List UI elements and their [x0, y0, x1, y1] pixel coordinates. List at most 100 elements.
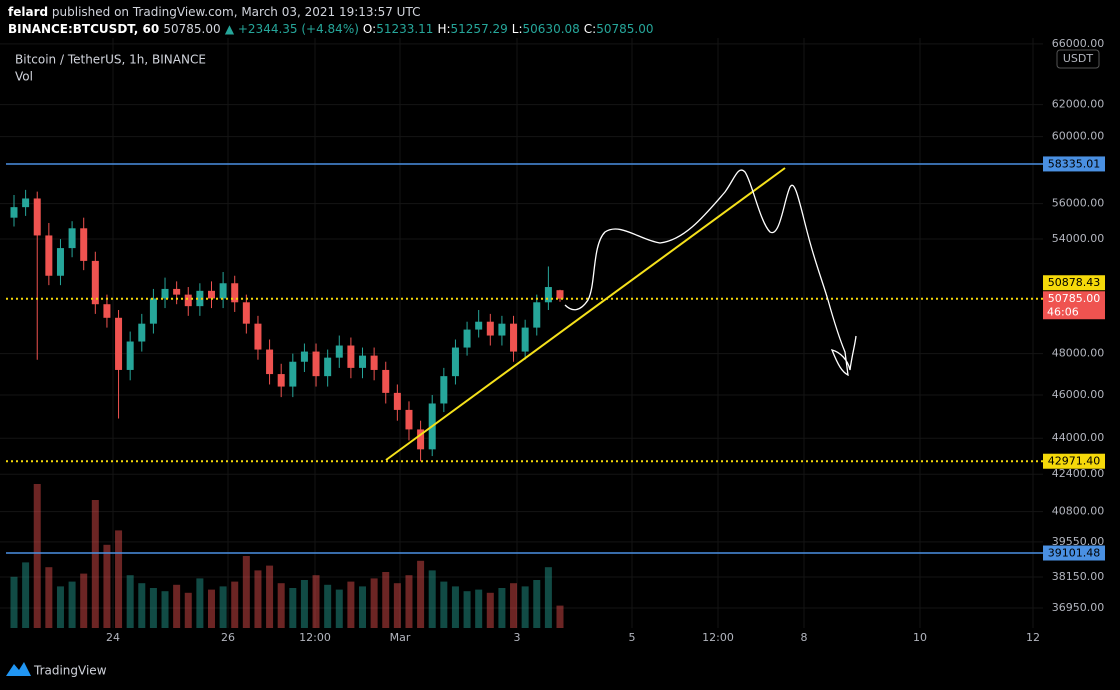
volume-bar [242, 556, 250, 628]
candle-body [138, 323, 146, 342]
y-tick-label: 54000.00 [1052, 232, 1105, 245]
volume-bar [184, 592, 192, 628]
candle-body [544, 287, 552, 303]
candle-body [347, 345, 355, 368]
ohlc-value: 50785.00 [596, 22, 653, 36]
volume-bar [161, 591, 169, 628]
price-axis [1043, 0, 1120, 652]
footer [0, 652, 1120, 690]
candle-body [10, 207, 18, 218]
volume-bar [231, 581, 239, 628]
volume-bar [544, 567, 552, 628]
trend-line [385, 167, 786, 461]
candle-body [521, 327, 529, 352]
candle-body [115, 317, 123, 370]
x-tick-label: 5 [629, 631, 636, 644]
volume-bar [103, 544, 111, 628]
volume-bar [521, 586, 529, 628]
candle-body [80, 228, 88, 261]
candle-body [382, 369, 390, 393]
chart-title: Bitcoin / TetherUS, 1h, BINANCE [15, 53, 206, 67]
volume-bar [22, 562, 30, 628]
candle-body [335, 345, 343, 358]
candle-body [219, 283, 227, 299]
candle-body [161, 288, 169, 299]
x-tick-label: 12:00 [299, 631, 331, 644]
x-tick-label: 3 [514, 631, 521, 644]
candle-body [533, 302, 541, 328]
volume-bar [486, 592, 494, 628]
volume-bar [347, 581, 355, 628]
ohlc-value: 51233.11 [376, 22, 433, 36]
volume-bar [312, 575, 320, 628]
y-tick-label: 42400.00 [1052, 467, 1105, 480]
price-label-box [1043, 453, 1105, 469]
volume-bar [498, 588, 506, 628]
ohlc-value: 51257.29 [451, 22, 508, 36]
candle-body [440, 376, 448, 404]
ohlc-key: O: [363, 22, 376, 36]
candle-body [254, 323, 262, 350]
candle-body [417, 429, 425, 450]
candle-body [475, 321, 483, 330]
price-label-box [1043, 291, 1105, 320]
countdown: 46:06 [1047, 306, 1079, 319]
volume-bar [80, 573, 88, 628]
volume-bar [359, 586, 367, 628]
volume-bar [417, 560, 425, 628]
ohlc-key: H: [437, 22, 450, 36]
change: ▲ +2344.35 (+4.84%) [225, 22, 359, 36]
volume-bar [173, 584, 181, 628]
volume-bar [10, 576, 18, 628]
volume-bar [370, 578, 378, 628]
candle-body [300, 351, 308, 362]
volume-bar [556, 605, 564, 628]
candle-body [184, 294, 192, 307]
plot [6, 163, 1043, 628]
volume-bar [300, 580, 308, 628]
candle-body [556, 290, 564, 299]
volume-bar [91, 500, 99, 628]
y-tick-label: 60000.00 [1052, 130, 1105, 143]
x-tick-label: Mar [390, 631, 411, 644]
candle-body [393, 392, 401, 410]
x-tick-label: 12 [1026, 631, 1040, 644]
candle-body [149, 298, 157, 324]
y-tick-label: 66000.00 [1052, 37, 1105, 50]
price-label: 50785.00 [1048, 292, 1101, 305]
ohlc-value: 50630.08 [523, 22, 580, 36]
volume-bar [475, 589, 483, 628]
x-tick-label: 8 [801, 631, 808, 644]
candle-body [207, 290, 215, 299]
volume-bar [463, 591, 471, 628]
candle-body [56, 248, 64, 276]
hand-drawing [564, 169, 857, 377]
last: 50785.00 [163, 22, 220, 36]
x-tick-label: 26 [221, 631, 235, 644]
candle-body [324, 357, 332, 377]
volume-bar [266, 565, 274, 628]
volume-bar [440, 581, 448, 628]
candle-body [231, 283, 239, 303]
volume-bar [393, 583, 401, 628]
candle-body [103, 304, 111, 318]
candle-body [289, 361, 297, 387]
y-tick-label: 36950.00 [1052, 601, 1105, 614]
candle-body [91, 260, 99, 305]
candle-body [370, 355, 378, 370]
volume-bar [510, 583, 518, 628]
volume-bar [196, 578, 204, 628]
candle-body [510, 323, 518, 352]
volume-bar [451, 586, 459, 628]
candle-body [45, 235, 53, 276]
logo [6, 662, 31, 676]
ohlc-key: L: [512, 22, 523, 36]
x-tick-label: 24 [106, 631, 120, 644]
candle-body [486, 321, 494, 336]
volume-bar [335, 589, 343, 628]
candle-body [451, 347, 459, 377]
price-label: 50878.43 [1048, 276, 1101, 289]
volume-bar [56, 586, 64, 628]
volume-bar [68, 581, 76, 628]
